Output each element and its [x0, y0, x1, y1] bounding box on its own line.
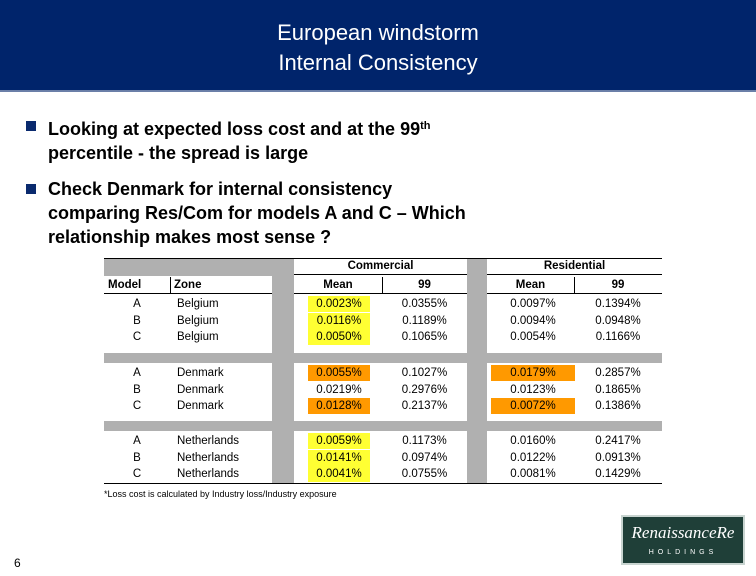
table-cell-com-mean: 0.0041% [308, 466, 370, 483]
header-separator-line [382, 277, 383, 294]
column-header-com-99: 99 [382, 277, 467, 294]
table-cell-res-mean: 0.0081% [510, 468, 556, 481]
table-cell-model: C [132, 400, 142, 413]
header-separator-line [170, 277, 171, 294]
table-cell-model: A [133, 435, 141, 447]
table-cell-res-99: 0.1394% [595, 298, 641, 310]
table-cell-com-mean: 0.0116% [308, 312, 370, 329]
column-header-res-mean: Mean [487, 277, 574, 294]
table-cell-res-mean: 0.0094% [510, 314, 556, 327]
residential-header: Residential [487, 259, 662, 275]
table-cell-model: B [133, 314, 141, 327]
table-cell-com-mean: 0.0055% [308, 365, 370, 381]
table-cell-res-mean: 0.0097% [510, 298, 556, 310]
table-cell-res-99: 0.1166% [595, 331, 641, 344]
table-cell-res-99: 0.1865% [595, 383, 641, 396]
table-cell-res-mean: 0.0054% [510, 331, 556, 344]
bullet-square-icon [26, 121, 36, 131]
table-divider-bar [104, 421, 662, 431]
column-header-res-99: 99 [574, 277, 662, 294]
slide-title-line-2: Internal Consistency [278, 50, 478, 75]
table-cell-zone: Netherlands [177, 451, 240, 464]
table-cell-res-mean: 0.0072% [491, 398, 575, 415]
table-cell-com-99: 0.1173% [402, 435, 447, 447]
bullet-square-icon [26, 184, 36, 194]
table-cell-zone: Belgium [177, 314, 219, 327]
table-top-border [104, 258, 662, 259]
table-cell-com-99: 0.1027% [401, 367, 448, 379]
table-cell-res-99: 0.1429% [595, 468, 641, 481]
table-cell-zone: Netherlands [177, 468, 240, 481]
table-cell-com-mean: 0.0141% [308, 449, 370, 466]
table-cell-res-99: 0.0913% [595, 451, 641, 464]
table-cell-com-mean: 0.0219% [316, 383, 362, 396]
table-cell-zone: Belgium [177, 331, 219, 344]
logo-name: RenaissanceRe [631, 523, 735, 542]
table-cell-zone: Denmark [177, 400, 224, 413]
table-cell-res-99: 0.0948% [595, 314, 641, 327]
page-number: 6 [14, 556, 21, 570]
column-header-zone: Zone [170, 277, 272, 294]
table-cell-zone: Netherlands [177, 435, 240, 447]
table-cell-zone: Denmark [177, 383, 224, 396]
bullet-1-line-1: Looking at expected loss cost and at the… [48, 119, 431, 139]
bullet-1-line-2: percentile - the spread is large [48, 143, 309, 163]
commercial-header: Commercial [294, 259, 467, 275]
table-cell-res-mean: 0.0160% [510, 435, 556, 447]
table-cell-com-99: 0.2976% [401, 383, 448, 396]
table-cell-res-99: 0.2857% [595, 367, 641, 379]
table-cell-com-99: 0.2137% [401, 400, 448, 413]
table-cell-com-mean: 0.0128% [308, 398, 370, 415]
slide-title-line-1: European windstorm [277, 20, 479, 45]
footnote: *Loss cost is calculated by Industry los… [104, 489, 337, 499]
table-cell-model: A [133, 298, 141, 310]
table-cell-res-mean: 0.0179% [491, 365, 575, 381]
table-cell-com-99: 0.1065% [401, 331, 448, 344]
bullet-2-line-2: comparing Res/Com for models A and C – W… [48, 203, 466, 223]
table-cell-model: A [133, 367, 141, 379]
header-separator-line [574, 277, 575, 294]
table-bottom-border [104, 483, 662, 484]
bullet-2-line-1: Check Denmark for internal consistency [48, 179, 393, 199]
column-header-model: Model [104, 277, 170, 294]
table-cell-com-99: 0.0355% [401, 298, 448, 310]
table-cell-com-99: 0.0755% [401, 468, 448, 481]
column-header-com-mean: Mean [294, 277, 382, 294]
table-cell-res-mean: 0.0122% [510, 451, 556, 464]
table-cell-zone: Denmark [177, 367, 224, 379]
table-cell-model: C [132, 331, 142, 344]
table-cell-res-mean: 0.0123% [510, 383, 556, 396]
table-divider-bar [104, 259, 272, 276]
table-divider-bar [104, 353, 662, 363]
table-cell-com-mean: 0.0050% [308, 329, 370, 346]
slide-header: European windstorm Internal Consistency [0, 0, 756, 92]
bullet-2-line-3: relationship makes most sense ? [48, 227, 332, 247]
logo-subtitle: HOLDINGS [648, 549, 718, 556]
table-cell-model: B [133, 383, 141, 396]
table-cell-com-99: 0.1189% [402, 314, 447, 327]
table-cell-com-mean: 0.0059% [308, 433, 370, 449]
table-cell-res-99: 0.2417% [595, 435, 641, 447]
superscript: th [420, 120, 431, 132]
table-cell-model: C [132, 468, 142, 481]
table-cell-res-99: 0.1386% [595, 400, 641, 413]
table-cell-zone: Belgium [177, 298, 219, 310]
table-cell-com-mean: 0.0023% [308, 296, 370, 312]
company-logo: RenaissanceRe HOLDINGS [621, 515, 745, 565]
table-cell-com-99: 0.0974% [401, 451, 448, 464]
table-divider-bar [467, 259, 487, 483]
table-cell-model: B [133, 451, 141, 464]
